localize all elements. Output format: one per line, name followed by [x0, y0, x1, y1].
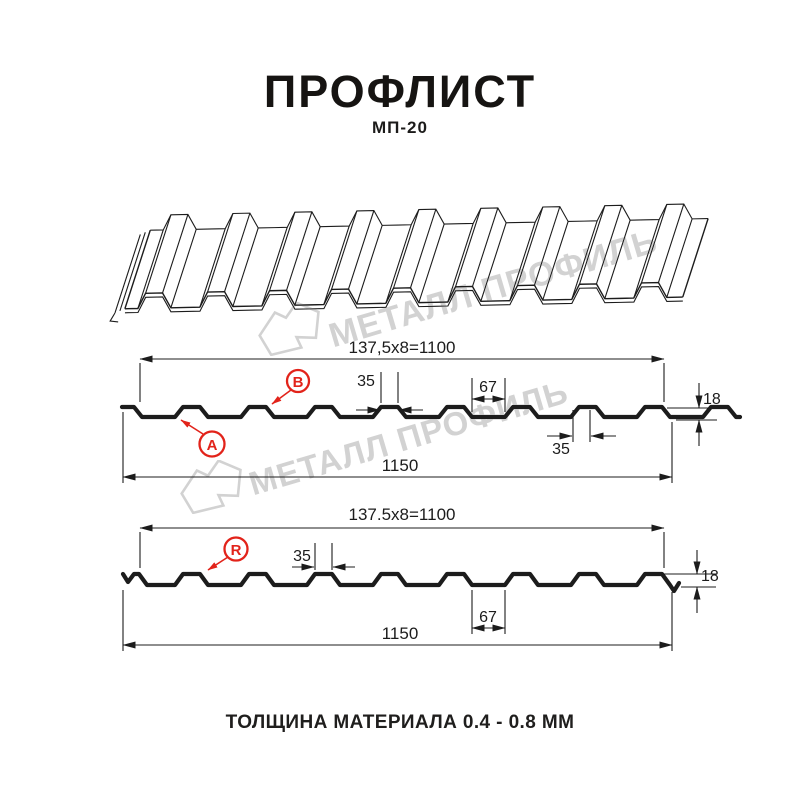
sheet-3d-back-edge	[150, 203, 709, 231]
dim-label-rib-bottom-1: 35	[552, 441, 570, 458]
marker-b: B	[271, 368, 311, 405]
profile-outline-bottom	[120, 571, 682, 594]
page-subtitle: МП-20	[372, 118, 428, 137]
dim-label-rib-top-2: 35	[293, 548, 311, 565]
marker-r-letter: R	[231, 542, 242, 559]
cross-section-top: 137,5x8=1100 35 67 18 35	[119, 338, 743, 483]
dim-label-height-1: 18	[703, 391, 721, 408]
material-thickness-note: ТОЛЩИНА МАТЕРИАЛА 0.4 - 0.8 ММ	[225, 712, 575, 733]
dim-label-total-1: 1150	[382, 456, 419, 475]
cross-section-bottom: 137.5x8=1100 35 18 67 1150	[120, 505, 719, 651]
dim-label-top-width-2: 137.5x8=1100	[349, 505, 456, 524]
sheet-3d-front-thickness	[124, 286, 683, 314]
sheet-3d-front-edge	[124, 281, 683, 310]
page-title: ПРОФЛИСТ	[263, 66, 537, 117]
marker-r: R	[207, 536, 249, 571]
dim-label-height-2: 18	[701, 568, 719, 585]
dim-label-total-2: 1150	[382, 624, 419, 643]
dim-label-flat-1: 67	[479, 379, 497, 396]
dim-label-top-width-1: 137,5x8=1100	[349, 338, 456, 357]
dim-label-rib-top-1: 35	[357, 373, 375, 390]
profile-outline-top	[119, 404, 743, 420]
dim-label-flat-2: 67	[479, 609, 497, 626]
sheet-3d-left-edge	[109, 230, 151, 323]
marker-a-letter: A	[207, 437, 218, 454]
marker-a: A	[180, 419, 226, 458]
sheet-3d-view	[109, 203, 709, 323]
marker-b-letter: B	[293, 374, 304, 391]
sheet-3d-right-edge	[682, 218, 709, 298]
